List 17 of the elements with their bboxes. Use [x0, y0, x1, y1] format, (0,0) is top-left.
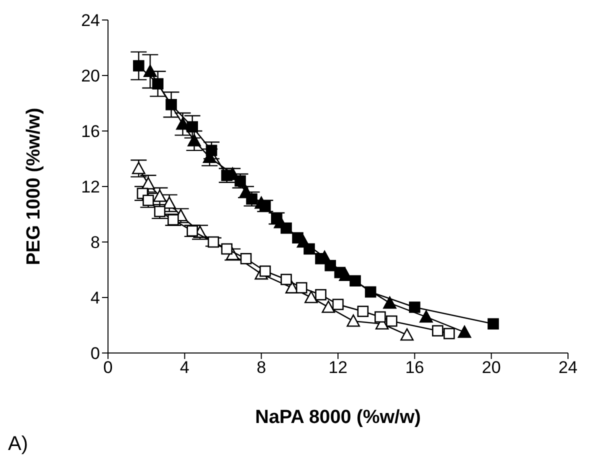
x-axis-title: NaPA 8000 (%w/w)	[255, 407, 421, 428]
x-tick-label: 12	[328, 358, 348, 378]
x-tick-label: 16	[405, 358, 424, 378]
y-axis-title: PEG 1000 (%w/w)	[24, 108, 45, 266]
x-tick-label: 4	[180, 358, 190, 378]
x-tick-label: 8	[256, 358, 266, 378]
y-tick-label: 12	[81, 178, 100, 197]
x-tick-label: 24	[558, 358, 578, 378]
text: A)	[8, 433, 28, 456]
y-tick-label: 20	[81, 66, 100, 86]
x-tick-label: 0	[103, 358, 113, 378]
y-tick-label: 8	[90, 233, 100, 252]
x-tick-label: 20	[482, 358, 501, 378]
y-tick-label: 16	[81, 122, 100, 142]
y-tick-label: 24	[81, 11, 100, 30]
y-tick-label: 0	[90, 344, 100, 364]
y-tick-label: 4	[90, 288, 100, 308]
